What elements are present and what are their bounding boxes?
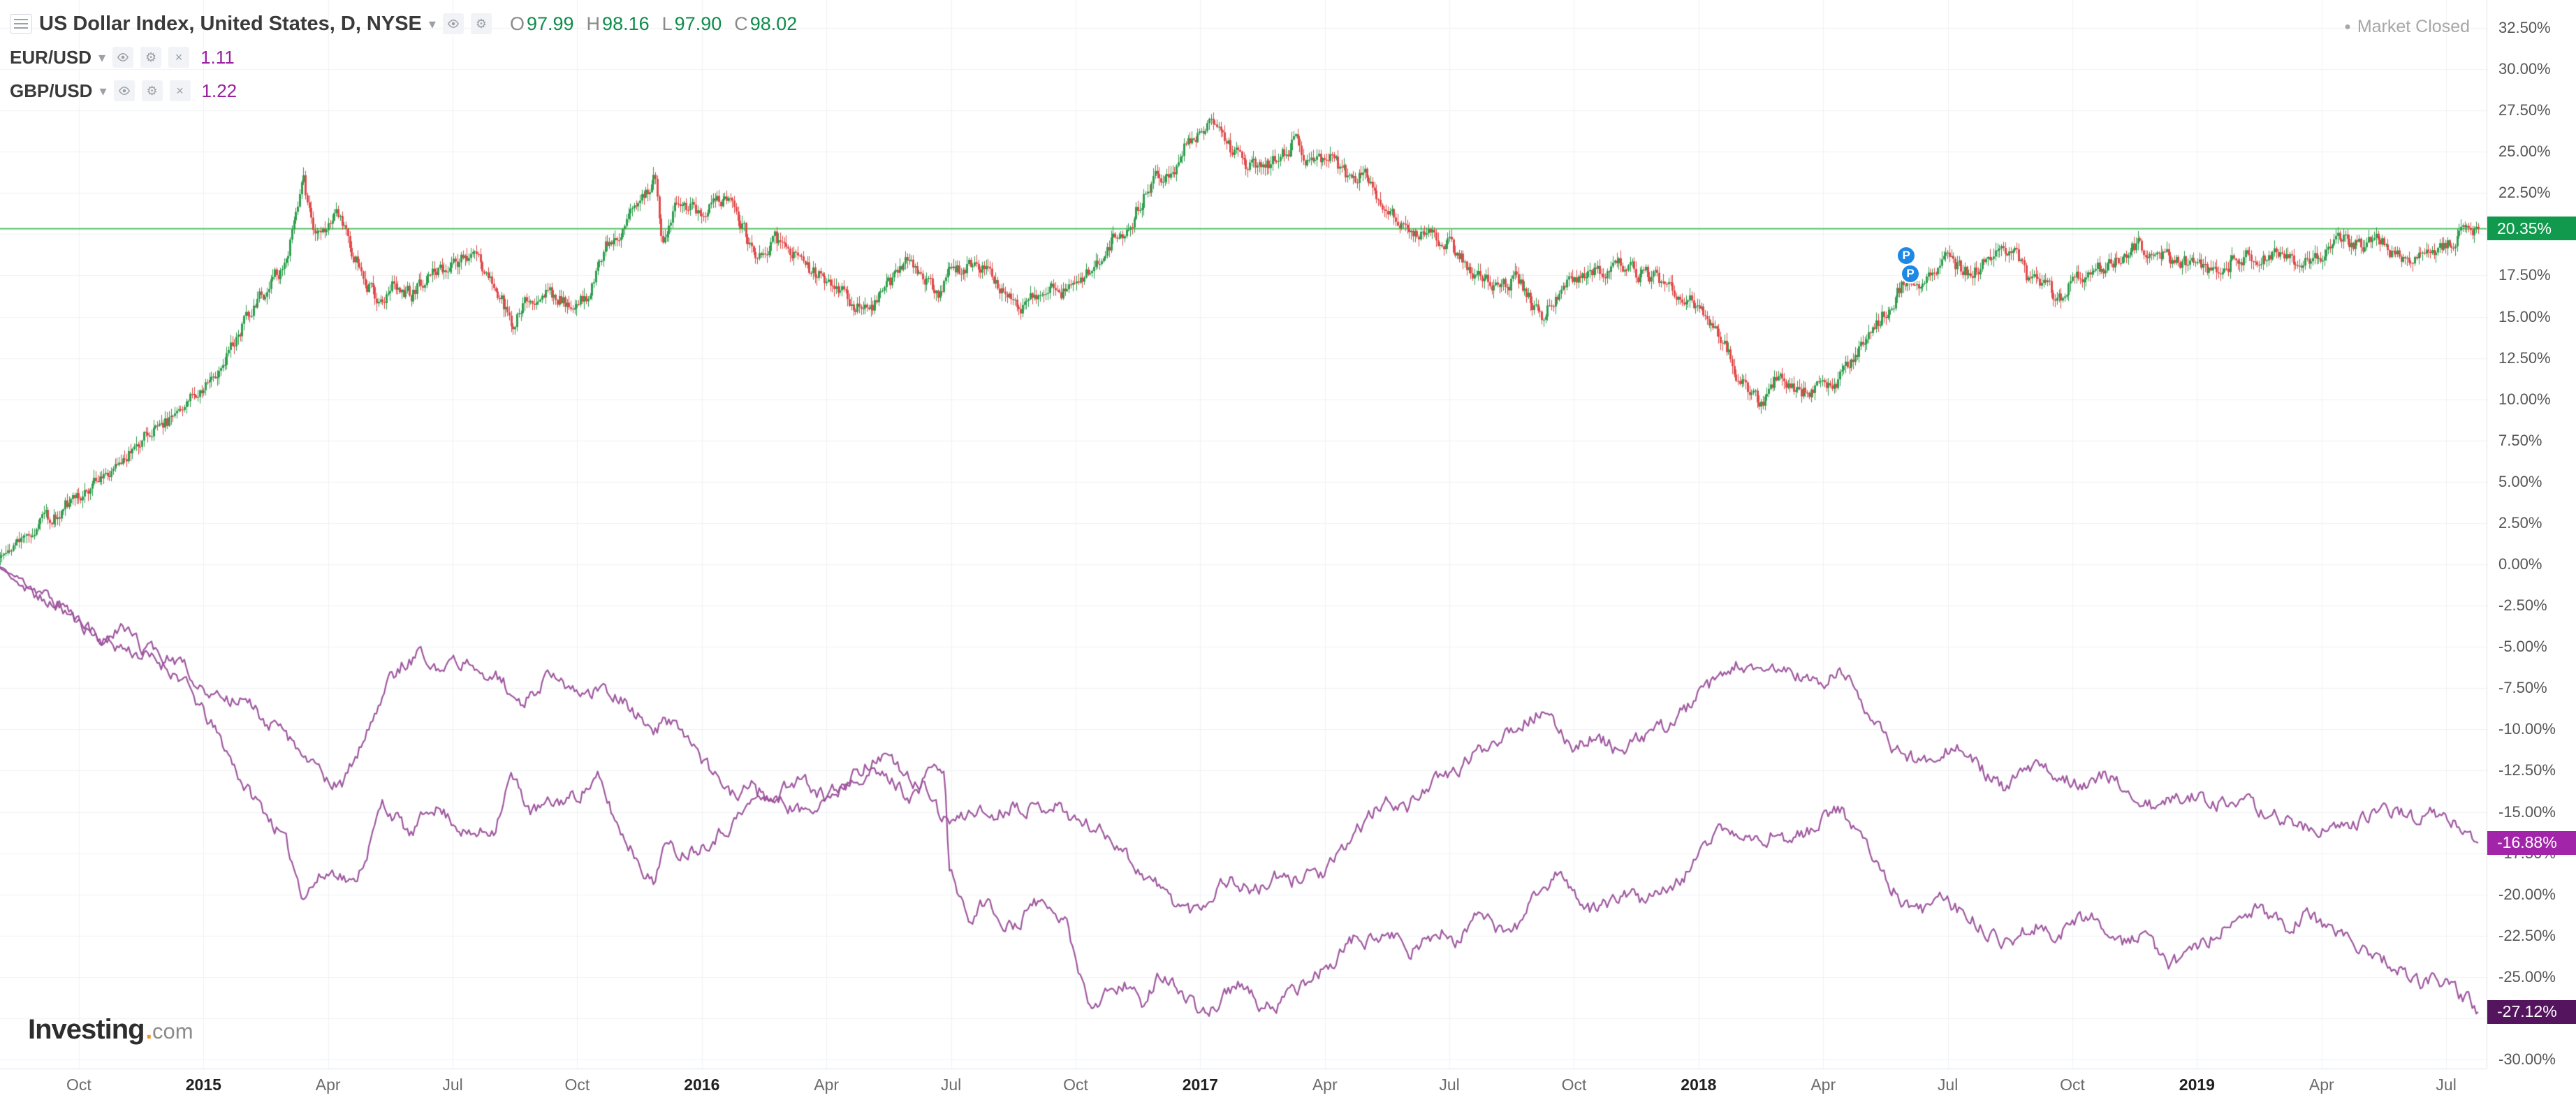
price-tick-label: 17.50% [2498, 266, 2551, 284]
ohlc-open-value: 97.99 [526, 13, 574, 34]
chevron-down-icon[interactable]: ▾ [428, 16, 436, 32]
legend-main-row: US Dollar Index, United States, D, NYSE … [10, 7, 797, 41]
ohlc-low-value: 97.90 [674, 13, 722, 34]
compare-symbol-value: 1.11 [200, 46, 235, 68]
price-label-eurusd: -16.88% [2487, 830, 2576, 855]
price-tick-label: -25.00% [2498, 967, 2556, 985]
settings-button[interactable]: ⚙ [141, 80, 163, 101]
ohlc-close: C 98.02 [734, 13, 797, 35]
market-status-text: Market Closed [2357, 17, 2470, 36]
price-tick-label: 0.00% [2498, 555, 2542, 573]
price-tick-label: 12.50% [2498, 349, 2551, 367]
price-tick-label: -7.50% [2498, 679, 2547, 697]
price-tick-label: 7.50% [2498, 431, 2542, 449]
eye-icon [118, 86, 130, 96]
time-tick-label: Apr [814, 1076, 840, 1094]
price-tick-label: 5.00% [2498, 472, 2542, 490]
price-chart-canvas[interactable] [0, 0, 2487, 1069]
price-tick-label: -5.00% [2498, 638, 2547, 656]
time-tick-label: Apr [2308, 1076, 2334, 1094]
compare-symbol-value: 1.22 [201, 80, 237, 101]
compare-symbol-label[interactable]: EUR/USD [10, 46, 92, 68]
price-tick-label: -22.50% [2498, 926, 2556, 944]
price-label-usd-index: 20.35% [2487, 217, 2576, 241]
ohlc-high: H 98.16 [587, 13, 650, 35]
time-tick-label: 2019 [2179, 1076, 2215, 1094]
time-tick-label: Jul [442, 1076, 463, 1094]
market-status: ● Market Closed [2344, 17, 2470, 37]
status-dot-icon: ● [2344, 20, 2351, 33]
logo-dot: . [145, 1018, 153, 1044]
symbol-title[interactable]: US Dollar Index, United States, D, NYSE [39, 12, 422, 35]
time-tick-label: Jul [1937, 1076, 1959, 1094]
price-tick-label: 30.00% [2498, 60, 2551, 78]
chevron-down-icon[interactable]: ▾ [99, 83, 107, 99]
eye-icon [447, 19, 459, 29]
price-tick-label: -15.00% [2498, 802, 2556, 821]
time-tick-label: Oct [66, 1076, 92, 1094]
logo-tld: com [152, 1019, 193, 1043]
time-tick-label: Jul [1439, 1076, 1460, 1094]
time-tick-label: Oct [2060, 1076, 2085, 1094]
visibility-button[interactable] [442, 13, 464, 34]
price-tick-label: -30.00% [2498, 1050, 2556, 1068]
logo-text: Investing [28, 1014, 145, 1045]
ohlc-high-label: H [586, 13, 601, 34]
time-tick-label: 2015 [185, 1076, 221, 1094]
time-tick-label: Oct [1561, 1076, 1587, 1094]
time-tick-label: 2017 [1182, 1076, 1218, 1094]
price-tick-label: 32.50% [2498, 19, 2551, 36]
legend-compare-row-gbpusd: GBP/USD ▾ ⚙ × 1.22 [10, 74, 797, 108]
legend-collapse-button[interactable] [10, 14, 32, 34]
time-tick-label: 2016 [684, 1076, 720, 1094]
ohlc-open-label: O [509, 13, 525, 34]
time-tick-label: Oct [564, 1076, 590, 1094]
compare-symbol-label[interactable]: GBP/USD [10, 80, 93, 101]
ohlc-low-label: L [661, 13, 673, 34]
time-tick-label: Jul [2436, 1076, 2457, 1094]
price-tick-label: 10.00% [2498, 390, 2551, 408]
price-tick-label: 25.00% [2498, 142, 2551, 161]
time-tick-label: 2018 [1681, 1076, 1717, 1094]
price-axis[interactable]: 32.50%30.00%27.50%25.00%22.50%20.00%17.5… [2487, 0, 2576, 1069]
time-tick-label: Apr [315, 1076, 341, 1094]
ohlc-values: O 97.99 H 98.16 L 97.90 C 98.02 [510, 13, 797, 35]
visibility-button[interactable] [113, 80, 135, 101]
time-tick-label: Apr [1810, 1076, 1836, 1094]
ohlc-high-value: 98.16 [602, 13, 650, 34]
ohlc-close-value: 98.02 [749, 13, 798, 34]
price-tick-label: 15.00% [2498, 307, 2551, 325]
time-tick-label: Oct [1063, 1076, 1088, 1094]
publication-marker[interactable]: P [1901, 264, 1921, 284]
price-tick-label: -2.50% [2498, 596, 2547, 615]
settings-button[interactable]: ⚙ [140, 47, 162, 68]
ohlc-open: O 97.99 [510, 13, 574, 35]
investing-logo[interactable]: Investing. com [28, 1014, 193, 1046]
remove-button[interactable]: × [169, 80, 191, 101]
price-tick-label: -20.00% [2498, 885, 2556, 903]
ohlc-close-label: C [734, 13, 748, 34]
eye-icon [117, 52, 129, 62]
chevron-down-icon[interactable]: ▾ [98, 50, 106, 66]
price-tick-label: 2.50% [2498, 513, 2542, 531]
price-tick-label: -12.50% [2498, 761, 2556, 779]
time-axis[interactable]: Oct 2015 Apr Jul Oct 2016 Apr Jul Oct 2017 Apr Jul O… [0, 1069, 2487, 1100]
price-tick-label: 27.50% [2498, 101, 2551, 119]
legend-compare-row-eurusd: EUR/USD ▾ ⚙ × 1.11 [10, 41, 797, 74]
settings-button[interactable]: ⚙ [470, 13, 492, 34]
price-label-gbpusd: -27.12% [2487, 999, 2576, 1024]
remove-button[interactable]: × [168, 47, 190, 68]
visibility-button[interactable] [112, 47, 134, 68]
price-tick-label: 22.50% [2498, 184, 2551, 202]
ohlc-low: L 97.90 [662, 13, 722, 35]
time-tick-label: Jul [940, 1076, 962, 1094]
time-tick-label: Apr [1312, 1076, 1338, 1094]
legend: US Dollar Index, United States, D, NYSE … [10, 7, 797, 108]
price-tick-label: -10.00% [2498, 720, 2556, 738]
